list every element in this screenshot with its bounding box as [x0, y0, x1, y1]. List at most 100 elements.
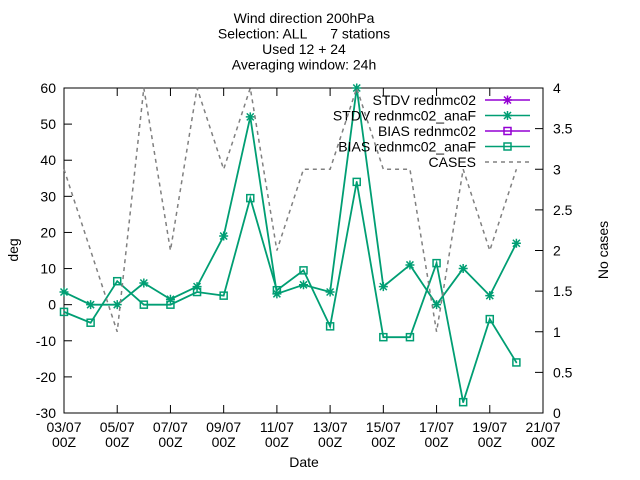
chart-title: Averaging window: 24h — [232, 57, 377, 73]
y-tick-label: 10 — [40, 261, 56, 277]
data-point — [325, 287, 335, 297]
y-tick-label: 20 — [40, 224, 56, 240]
marker-dot — [143, 303, 145, 306]
marker-dot — [249, 197, 252, 199]
marker-dot — [116, 280, 118, 282]
legend-label: BIAS rednmc02_anaF — [338, 139, 476, 155]
x-tick-label: 21/07 00Z — [525, 419, 560, 450]
marker-dot — [302, 269, 305, 272]
data-point — [86, 318, 95, 327]
marker-dot — [89, 321, 92, 324]
legend-label: CASES — [429, 154, 476, 170]
y-axis-label: deg — [5, 238, 21, 261]
marker-square — [166, 300, 175, 309]
y-tick-label: -30 — [36, 405, 56, 421]
data-point — [112, 300, 122, 310]
y2-tick-label: 4 — [553, 80, 561, 96]
x-tick-label: 07/07 00Z — [153, 419, 188, 450]
marker-dot — [222, 294, 225, 297]
y2-axis-label: No cases — [595, 221, 611, 279]
marker-dot — [196, 291, 198, 293]
marker-square — [325, 322, 335, 331]
legend-marker — [503, 142, 512, 151]
data-point — [219, 231, 229, 241]
x-tick-label: 05/07 00Z — [100, 419, 135, 450]
x-tick-label: 03/07 00Z — [46, 419, 81, 450]
legend-label: STDV rednmc02 — [373, 92, 477, 108]
marker-square — [246, 193, 255, 203]
marker-square — [86, 318, 95, 327]
y2-tick-label: 0.5 — [553, 364, 573, 380]
data-point — [299, 280, 308, 290]
marker-square — [432, 258, 441, 268]
y-tick-label: 40 — [40, 152, 56, 168]
data-point — [246, 193, 255, 203]
marker-dot — [409, 336, 411, 338]
marker-dot — [169, 303, 172, 306]
data-point — [405, 332, 415, 342]
legend-label: BIAS rednmc02 — [378, 123, 476, 139]
marker-dot — [276, 289, 278, 291]
chart-title: Selection: ALL 7 stations — [218, 26, 390, 42]
x-tick-label: 17/07 00Z — [419, 419, 454, 450]
marker-square — [139, 300, 149, 309]
marker-square — [112, 276, 122, 286]
data-point — [432, 258, 441, 268]
marker-square — [405, 332, 415, 342]
marker-square — [352, 177, 361, 187]
marker-square — [485, 314, 495, 324]
data-point — [219, 291, 228, 300]
marker-dot — [435, 262, 438, 264]
data-point — [139, 300, 149, 309]
marker-dot — [489, 318, 491, 320]
x-tick-label: 09/07 00Z — [206, 419, 241, 450]
data-point — [165, 294, 175, 304]
data-point — [352, 177, 361, 187]
data-point — [59, 287, 69, 297]
marker-square — [299, 266, 308, 275]
data-point — [59, 307, 69, 317]
y-tick-label: 30 — [40, 188, 56, 204]
series-line — [63, 181, 518, 403]
marker-square — [219, 291, 228, 300]
data-point — [192, 287, 202, 297]
y-tick-label: 0 — [48, 297, 56, 313]
x-tick-label: 13/07 00Z — [313, 419, 348, 450]
data-point — [379, 332, 388, 342]
series-line — [63, 87, 518, 307]
data-point — [511, 238, 521, 248]
data-point — [378, 282, 388, 292]
y2-tick-label: 0 — [553, 405, 561, 421]
data-point — [458, 397, 468, 407]
x-tick-label: 11/07 00Z — [260, 419, 294, 450]
marker-square — [512, 358, 521, 367]
marker-dot — [515, 361, 518, 364]
marker-square — [379, 332, 388, 342]
y2-tick-label: 3.5 — [553, 121, 573, 137]
y-tick-label: 60 — [40, 80, 56, 96]
y-tick-label: 50 — [40, 116, 56, 132]
y2-tick-label: 3 — [553, 161, 561, 177]
marker-dot — [355, 181, 358, 183]
data-point — [299, 266, 308, 275]
data-point — [485, 291, 495, 301]
x-axis-label: Date — [289, 454, 319, 470]
y2-tick-label: 1.5 — [553, 283, 573, 299]
y2-tick-label: 2 — [553, 243, 561, 259]
data-point — [325, 322, 335, 331]
marker-dot — [382, 336, 385, 338]
chart-title: Wind direction 200hPa — [234, 10, 375, 26]
y-tick-label: -10 — [36, 333, 56, 349]
marker-square — [59, 307, 69, 317]
data-point — [272, 285, 282, 295]
data-point — [405, 260, 415, 270]
data-point — [432, 300, 442, 310]
legend-marker — [503, 111, 512, 120]
marker-square — [458, 397, 468, 407]
chart-title: Used 12 + 24 — [262, 41, 346, 57]
marker-square — [192, 287, 202, 297]
data-point — [192, 282, 202, 292]
marker-dot — [63, 311, 65, 313]
y2-tick-label: 2.5 — [553, 202, 573, 218]
